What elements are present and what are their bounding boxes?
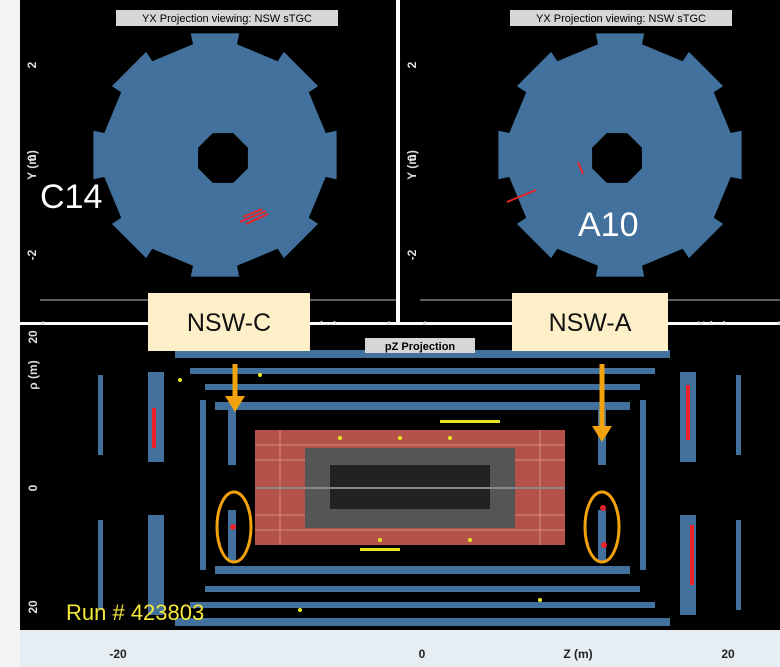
- page: {"panels": [ {"title": "YX Projection vi…: [0, 0, 780, 667]
- callout-label: NSW-A: [549, 309, 632, 337]
- x-tick-label: 0: [419, 647, 426, 661]
- x-tick-label: -20: [109, 647, 127, 661]
- y-tick-label: 0: [26, 484, 40, 491]
- panel-title: YX Projection viewing: NSW sTGC: [142, 13, 312, 25]
- y-tick-label: -2: [25, 249, 39, 260]
- y-tick-label: 2: [25, 61, 39, 68]
- left-margin: [0, 0, 20, 667]
- y-tick-label: 20: [26, 330, 40, 344]
- y-tick-label: 0: [25, 154, 39, 161]
- event-display: YX Projection viewing: NSW sTGC Y (m) 2 …: [0, 0, 780, 667]
- x-tick-label: 20: [721, 647, 735, 661]
- callout-label: NSW-C: [187, 309, 271, 337]
- x-axis-strip: [20, 630, 780, 667]
- y-axis-label: Y (m): [25, 150, 39, 180]
- yx-panel-right: YX Projection viewing: NSW sTGC Y (m) 2 …: [400, 0, 780, 333]
- beam-hole: [198, 133, 248, 183]
- x-axis-label: Z (m): [563, 647, 592, 661]
- panel-title: pZ Projection: [385, 341, 456, 353]
- y-axis-label: ρ (m): [26, 360, 40, 389]
- y-tick-label: 2: [405, 61, 419, 68]
- run-number: Run # 423803: [66, 600, 204, 625]
- y-tick-label: 20: [26, 600, 40, 614]
- y-axis-label: Y (m): [405, 150, 419, 180]
- y-tick-label: -2: [405, 249, 419, 260]
- yx-panel-left: YX Projection viewing: NSW sTGC Y (m) 2 …: [20, 0, 396, 333]
- sector-label: C14: [40, 178, 102, 216]
- panel-title: YX Projection viewing: NSW sTGC: [536, 13, 706, 25]
- y-tick-label: 0: [405, 154, 419, 161]
- beam-hole: [592, 133, 642, 183]
- sector-label: A10: [578, 206, 639, 244]
